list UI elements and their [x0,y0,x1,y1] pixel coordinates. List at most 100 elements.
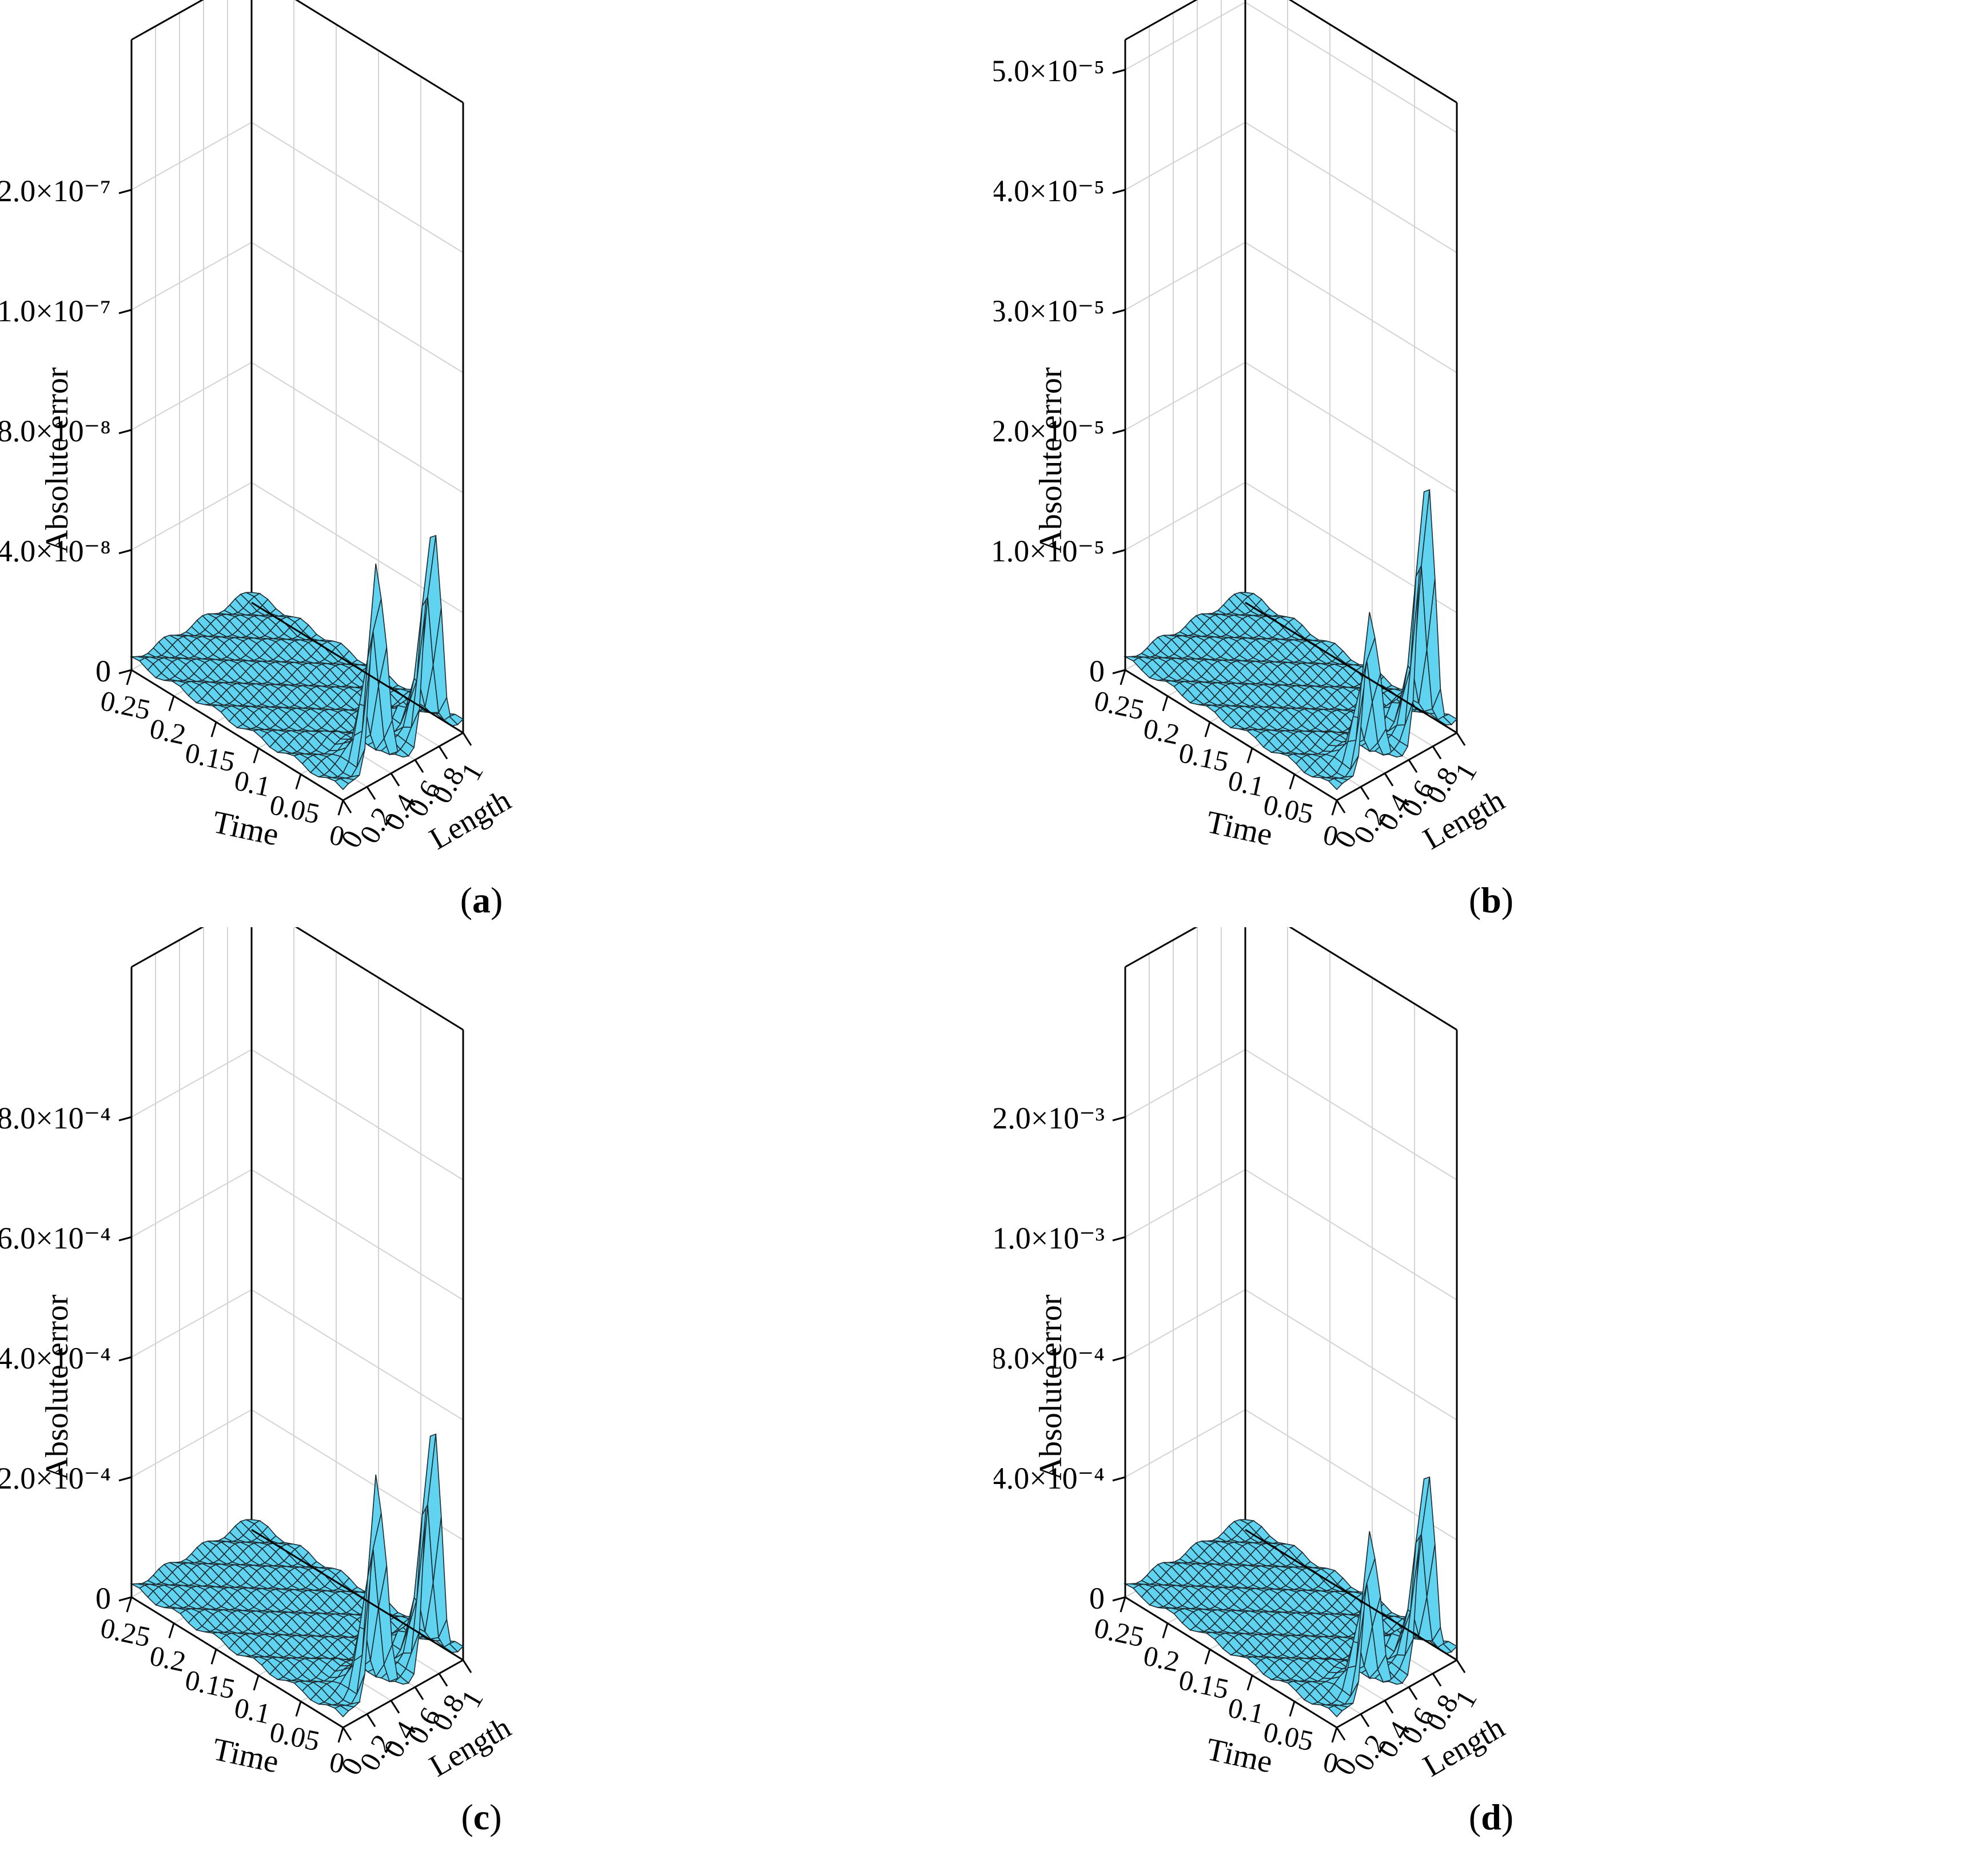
time-tick-label: 0.25 [1091,1611,1147,1653]
surface-mesh [129,534,464,791]
caption-b: (b) [1468,880,1514,920]
z-tick [118,549,132,554]
z-tick [1112,69,1126,74]
time-tick [1120,669,1126,685]
z-axis-label: Absolute error [1033,367,1069,553]
length-tick [1360,1713,1370,1728]
time-tick-label: 0.25 [98,1611,153,1653]
z-tick-label: 4.0×10⁻⁴ [994,1461,1105,1495]
time-tick-label: 0.1 [1225,1691,1267,1730]
box-edge [1125,0,1457,103]
z-tick-label: 1.0×10⁻³ [994,1221,1105,1255]
box-edge [251,1529,464,1661]
time-tick [168,696,175,712]
caption-d: (d) [1468,1797,1514,1837]
z-tick [118,189,132,194]
box-edge [1245,1529,1457,1661]
time-tick [1120,1597,1126,1613]
caption-c: (c) [461,1797,502,1837]
length-tick [438,745,448,760]
length-tick [414,1686,424,1701]
z-tick [1112,429,1126,434]
length-tick [1408,759,1418,773]
length-tick [390,772,400,787]
z-tick [118,1596,132,1602]
z-tick [118,309,132,314]
time-tick-label: 0.2 [147,1639,189,1678]
z-tick [1112,1236,1126,1242]
z-tick [1112,309,1126,314]
time-axis [1125,669,1337,801]
length-tick [342,1727,352,1741]
time-tick-label: 0.1 [1225,764,1267,803]
surface-plot-c: 0 2.0×10⁻⁴ 4.0×10⁻⁴ 6.0×10⁻⁴ 8.0×10⁻⁴ Absolut… [0,927,516,1784]
z-tick-label: 1.0×10⁻⁷ [0,294,111,328]
surface-cell [448,713,464,725]
length-tick [462,732,472,746]
length-axis [1336,1659,1457,1729]
z-tick-label: 4.0×10⁻⁴ [0,1341,111,1375]
length-tick [1408,1686,1418,1701]
time-tick [1331,1727,1338,1743]
z-tick-label: 1.0×10⁻⁵ [994,534,1105,568]
time-tick [1162,696,1169,712]
time-tick-label: 0.25 [1091,684,1147,726]
time-tick [168,1623,175,1639]
time-tick-label: 0.2 [1141,712,1182,751]
time-tick-label: 0.1 [232,1691,273,1730]
length-tick [1360,786,1370,800]
length-tick [1336,1727,1346,1741]
z-tick [1112,1596,1126,1602]
time-tick-label: 0.15 [182,1663,238,1705]
time-tick [1246,748,1253,764]
z-tick [118,429,132,434]
panel-a: 0 4.0×10⁻⁸ 8.0×10⁻⁸ 1.0×10⁻⁷ 2.0×10⁻⁷ Absolut… [0,0,994,927]
length-tick [366,1713,376,1728]
z-axis-label: Absolute error [1033,1294,1069,1480]
length-tick [1384,772,1394,787]
z-axis-label: Absolute error [39,1294,75,1480]
z-tick [1112,1116,1126,1122]
length-tick [1432,1673,1442,1687]
box-edge [131,0,464,103]
length-tick [1456,1659,1466,1673]
z-tick [118,1356,132,1362]
time-tick [126,1597,133,1613]
length-tick [1432,745,1442,760]
z-tick [118,1116,132,1122]
surface-mesh [129,1433,464,1718]
time-tick [1289,773,1296,789]
time-tick [1204,721,1211,737]
z-tick [118,1236,132,1242]
time-axis [131,1596,344,1729]
z-tick-label: 2.0×10⁻³ [994,1101,1105,1135]
time-tick [295,773,302,789]
length-tick [1456,732,1466,746]
time-tick [1246,1675,1253,1691]
z-tick-label: 8.0×10⁻⁴ [994,1341,1105,1375]
panel-b: 0 1.0×10⁻⁵ 2.0×10⁻⁵ 3.0×10⁻⁵ 4.0×10⁻⁵ 5.0×10⁻… [994,0,1987,927]
z-tick-label: 4.0×10⁻⁵ [994,174,1105,208]
back-wall [132,0,252,670]
z-tick [1112,1476,1126,1482]
z-tick [118,1476,132,1482]
z-tick-label: 0 [1089,1581,1105,1615]
panel-d: 0 4.0×10⁻⁴ 8.0×10⁻⁴ 1.0×10⁻³ 2.0×10⁻³ Absolut… [994,927,1987,1854]
z-tick-label: 2.0×10⁻⁵ [994,414,1105,448]
time-tick-label: 0.2 [147,712,189,751]
z-tick-label: 2.0×10⁻⁴ [0,1461,111,1495]
length-axis [342,732,464,801]
panel-c: 0 2.0×10⁻⁴ 4.0×10⁻⁴ 6.0×10⁻⁴ 8.0×10⁻⁴ Absolut… [0,927,994,1854]
surface-mesh [1123,489,1458,791]
time-tick [1289,1701,1296,1717]
length-axis [342,1659,464,1729]
box-edge [251,601,464,734]
time-tick [210,721,217,737]
length-tick [342,800,352,813]
box-edge [131,927,464,1031]
surface-cell [1442,713,1458,725]
caption-a: (a) [460,880,503,920]
z-tick-label: 4.0×10⁻⁸ [0,534,111,568]
surface-plot-b: 0 1.0×10⁻⁵ 2.0×10⁻⁵ 3.0×10⁻⁵ 4.0×10⁻⁵ 5.0×10⁻… [994,0,1510,856]
length-tick [366,786,376,800]
